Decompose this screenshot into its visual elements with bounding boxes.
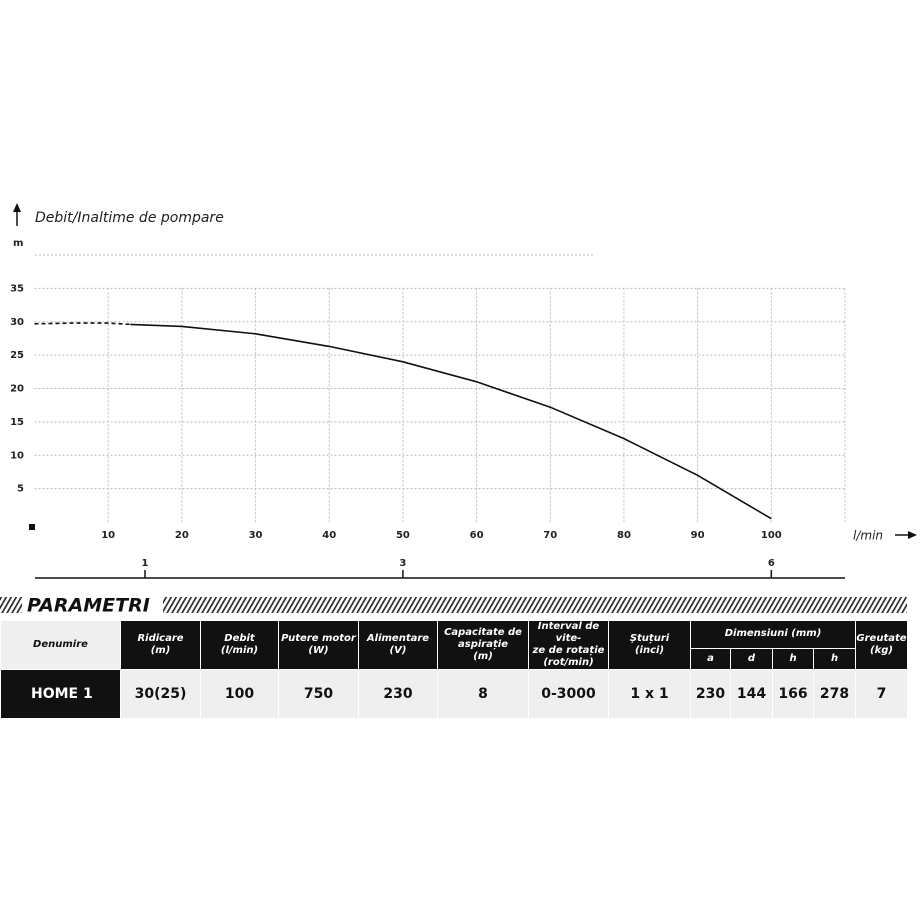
y-tick-label: 30	[10, 317, 24, 328]
table-cell: a	[690, 647, 731, 671]
curve	[130, 323, 772, 520]
table-cell: 166	[772, 669, 814, 719]
table-cell: 750	[278, 669, 359, 719]
x-tick-label: 60	[470, 530, 484, 541]
table-cell: Putere motor (W)	[278, 620, 359, 670]
x-tick-label: 20	[175, 530, 189, 541]
y-arrow-head	[13, 203, 21, 212]
chart: Debit/Inaltime de pompare m l/min PARAME…	[0, 203, 917, 617]
x-axis-label: l/min	[853, 529, 883, 543]
y-tick-label: 20	[10, 384, 24, 395]
section-title: PARAMETRI	[27, 595, 150, 617]
y-tick-label: 25	[10, 350, 24, 361]
y-tick-label: 35	[10, 283, 24, 294]
table-cell: 30(25)	[120, 669, 201, 719]
x2-tick-label: 6	[768, 558, 775, 569]
x2-tick-label: 3	[399, 558, 406, 569]
table-cell: 0-3000	[528, 669, 609, 719]
table-cell: d	[730, 647, 773, 671]
table-cell: Alimentare (V)	[358, 620, 438, 670]
y-axis-label: m	[13, 238, 23, 249]
x-tick-label: 90	[691, 530, 705, 541]
table-cell: HOME 1	[0, 669, 121, 719]
data-row: HOME 1 30(25) 100 750 230 8 0-3000 1 x 1 230 144 1…	[0, 669, 908, 719]
hatch-left	[0, 597, 22, 613]
x2-tick-label: 1	[142, 558, 149, 569]
table-cell: Ștuțuri (inci)	[608, 620, 691, 670]
y-tick-label: 10	[10, 450, 24, 461]
x-tick-label: 10	[101, 530, 115, 541]
parameters-table: Denumire Ridicare (m) Debit (l/min) Putere …	[0, 620, 908, 719]
table-cell: 278	[813, 669, 856, 719]
table-cell: Capacitate de aspirație (m)	[437, 620, 529, 670]
table-cell: Ridicare (m)	[120, 620, 201, 670]
table-cell: Dimensiuni (mm)	[690, 620, 856, 649]
x-arrow-head	[908, 531, 917, 539]
x-tick-label: 100	[761, 530, 782, 541]
curve	[34, 322, 131, 326]
table-cell: Greutate (kg)	[855, 620, 908, 670]
table-cell: 1 x 1	[608, 669, 691, 719]
x-tick-label: 50	[396, 530, 410, 541]
table-cell: 144	[730, 669, 773, 719]
table-cell: 230	[358, 669, 438, 719]
x-tick-label: 70	[543, 530, 557, 541]
hatch-right	[163, 597, 907, 613]
y-tick-label: 5	[17, 484, 24, 495]
table-cell: 8	[437, 669, 529, 719]
chart-title: Debit/Inaltime de pompare	[35, 210, 224, 226]
table-cell: Debit (l/min)	[200, 620, 279, 670]
table-cell: 230	[690, 669, 731, 719]
table-cell: Interval de vite- ze de rotație (rot/min…	[528, 620, 609, 670]
y-tick-label: 15	[10, 417, 24, 428]
table-cell: 100	[200, 669, 279, 719]
table-cell: h	[813, 647, 856, 671]
x-tick-label: 30	[249, 530, 263, 541]
table-cell: Denumire	[0, 620, 121, 670]
header-row: Denumire Ridicare (m) Debit (l/min) Putere …	[0, 620, 908, 670]
table-cell: 7	[855, 669, 908, 719]
x-tick-label: 40	[322, 530, 336, 541]
origin-mark	[29, 524, 35, 530]
x-tick-label: 80	[617, 530, 631, 541]
table-cell: h	[772, 647, 814, 671]
